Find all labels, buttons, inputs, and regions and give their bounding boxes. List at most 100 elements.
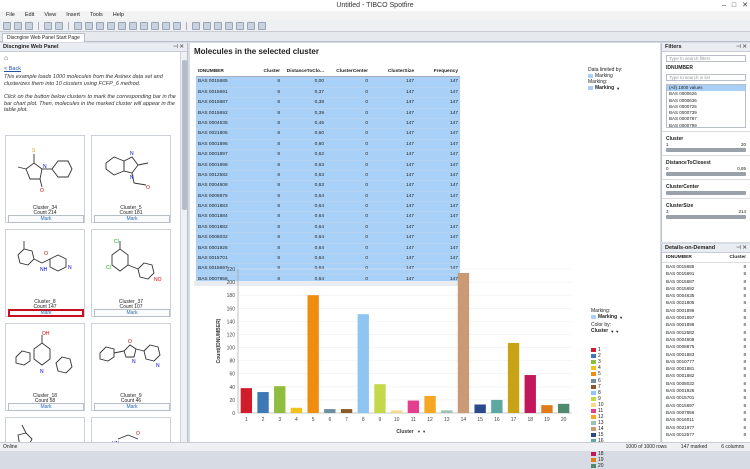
maximize-icon[interactable]: □ (731, 2, 737, 9)
color-legend-item[interactable]: 6 (591, 377, 604, 384)
bar-cluster-4[interactable] (290, 407, 303, 413)
open-icon[interactable] (14, 21, 22, 30)
web-panel-scrollbar[interactable] (180, 52, 187, 442)
color-legend-item[interactable]: 13 (591, 420, 604, 426)
lists-icon[interactable] (236, 21, 244, 30)
mark-button[interactable]: Mark (94, 215, 170, 223)
bar-cluster-18[interactable] (524, 375, 536, 413)
list-search-input[interactable]: Type to search in list (666, 74, 746, 81)
chevron-down-icon[interactable]: ▼ (616, 85, 621, 91)
dod-row[interactable]: BAS 0001898 8 (662, 321, 750, 328)
dod-row[interactable]: BAS 0001896 8 (662, 307, 750, 314)
menu-help[interactable]: Help (112, 12, 125, 18)
chevron-down-icon[interactable]: ▼ (619, 314, 624, 320)
bar-cluster-9[interactable] (374, 384, 386, 413)
menu-tools[interactable]: Tools (89, 12, 103, 18)
web-panel-icon[interactable] (258, 21, 266, 30)
dod-row[interactable]: BAS 0015697 8 (662, 402, 750, 409)
color-by-selector[interactable]: Cluster ▼ ▼ (591, 328, 623, 334)
table-horizontal-scrollbar[interactable] (194, 281, 460, 286)
dod-row[interactable]: BAS 0021805 8 (662, 299, 750, 306)
bar-cluster-5[interactable] (307, 295, 319, 413)
table-row[interactable]: BAS 0015691 8 0,37 0 147 147 (196, 87, 460, 99)
bar-cluster-16[interactable] (491, 399, 503, 413)
table-row[interactable]: BAS 0001883 8 0,64 0 147 147 (196, 202, 460, 213)
bar-cluster-17[interactable] (507, 342, 520, 413)
column-header[interactable]: Frequency (433, 69, 458, 74)
mark-button[interactable]: Mark (94, 309, 170, 317)
x-axis-label[interactable]: Cluster (396, 429, 413, 435)
filter-list-item[interactable]: BAS 0000636 (669, 97, 697, 103)
new-icon[interactable] (3, 21, 11, 30)
dod-row[interactable]: BAS 0021977 8 (662, 424, 750, 431)
filter-list-item[interactable]: BAS 0000725 (669, 103, 697, 109)
idnumber-list[interactable]: (All) 1000 values BAS 0000626 BAS 0000636 B… (666, 84, 746, 128)
color-legend-item[interactable]: 11 (591, 408, 604, 414)
color-legend-item[interactable]: 9 (591, 396, 604, 402)
filter-icon[interactable] (192, 21, 200, 30)
filter-list-item[interactable]: BAS 0000739 (669, 110, 697, 116)
dod-row[interactable]: BAS 0001881 8 (662, 365, 750, 372)
color-by-dropdown[interactable]: Cluster (591, 328, 609, 334)
cross-table-icon[interactable] (151, 21, 159, 30)
range-slider[interactable] (666, 172, 746, 176)
y-axis-label[interactable]: Count(IDNUMBER) (216, 318, 222, 363)
bar-cluster-7[interactable] (340, 409, 353, 413)
range-slider[interactable] (666, 148, 746, 152)
filter-list-item[interactable]: BAS 0000626 (669, 91, 697, 97)
table-row[interactable]: BAS 0001882 8 0,64 0 147 147 (196, 222, 460, 234)
scatter-icon[interactable] (107, 21, 115, 30)
heatmap-icon[interactable] (140, 21, 148, 30)
line-chart-icon[interactable] (96, 21, 104, 30)
table-row[interactable]: BAS 0001896 8 0,60 0 147 147 (196, 139, 460, 151)
table-row[interactable]: BAS 0001926 8 0,64 0 147 147 (196, 243, 460, 255)
table-row[interactable]: BAS 0004635 8 0,46 0 147 147 (196, 118, 460, 130)
color-legend-item[interactable]: 20 (591, 463, 604, 469)
bar-cluster-10[interactable] (390, 410, 403, 413)
column-header[interactable]: ClusterCenter (336, 69, 368, 74)
dod-row[interactable]: BAS 0001883 8 (662, 351, 750, 358)
map-icon[interactable] (129, 21, 137, 30)
pie-chart-icon[interactable] (118, 21, 126, 30)
table-row[interactable]: BAS 0015692 8 0,39 0 147 147 (196, 108, 460, 119)
dod-row[interactable]: BAS 0015692 8 (662, 285, 750, 292)
dod-row[interactable]: BAS 0016011 8 (662, 416, 750, 423)
table-row[interactable]: BAS 0008032 8 0,64 0 147 147 (196, 233, 460, 244)
dod-row[interactable]: BAS 0001882 8 (662, 372, 750, 379)
dod-row[interactable]: BAS 0015691 8 (662, 270, 750, 277)
table-row[interactable]: BAS 0001884 8 0,64 0 147 147 (196, 212, 460, 223)
color-legend-item[interactable]: 12 (591, 414, 604, 420)
bar-cluster-13[interactable] (441, 410, 453, 413)
range-slider[interactable] (666, 191, 746, 195)
dod-row[interactable]: BAS 0012582 8 (662, 329, 750, 336)
pin-icon[interactable]: ⊣ ✕ (736, 245, 747, 251)
dod-row[interactable]: BAS 0008032 8 (662, 380, 750, 387)
dod-row[interactable]: BAS 0001897 8 (662, 314, 750, 321)
bar-cluster-15[interactable] (474, 404, 486, 413)
column-header[interactable]: IDNUMBER (198, 69, 224, 74)
dod-row[interactable]: BAS 0008875 8 (662, 343, 750, 350)
bookmark-icon[interactable] (214, 21, 222, 30)
table-row[interactable]: BAS 0015701 8 0,64 0 147 147 (196, 254, 460, 265)
dod-row[interactable]: BAS 0007956 8 (662, 409, 750, 416)
pin-icon[interactable]: ⊣ ✕ (173, 44, 184, 50)
text-area-icon[interactable] (162, 21, 170, 30)
column-header[interactable]: Cluster (263, 69, 280, 74)
bar-cluster-20[interactable] (557, 403, 570, 413)
color-legend-item[interactable]: 8 (591, 390, 604, 396)
bar-cluster-12[interactable] (424, 395, 436, 413)
bar-cluster-19[interactable] (541, 405, 553, 413)
pin-icon[interactable]: ⊣ ✕ (736, 44, 747, 50)
color-legend-item[interactable]: 1 (591, 347, 604, 353)
filter-list-item[interactable]: BAS 0000799 (669, 122, 697, 128)
table-row[interactable]: BAS 0015685 8 0,00 0 147 147 (196, 77, 460, 88)
marking-dropdown[interactable]: Marking (598, 314, 618, 320)
marking-dropdown[interactable]: Marking (595, 85, 615, 91)
tags-icon[interactable] (225, 21, 233, 30)
back-link[interactable]: < Back (4, 66, 21, 72)
column-header[interactable]: DistanceToClo... (286, 69, 324, 74)
marking-selector[interactable]: Marking ▼ (591, 314, 623, 320)
menu-file[interactable]: File (6, 12, 15, 18)
dod-row[interactable]: BAS 0015687 8 (662, 278, 750, 285)
minimize-icon[interactable]: – (721, 2, 726, 9)
